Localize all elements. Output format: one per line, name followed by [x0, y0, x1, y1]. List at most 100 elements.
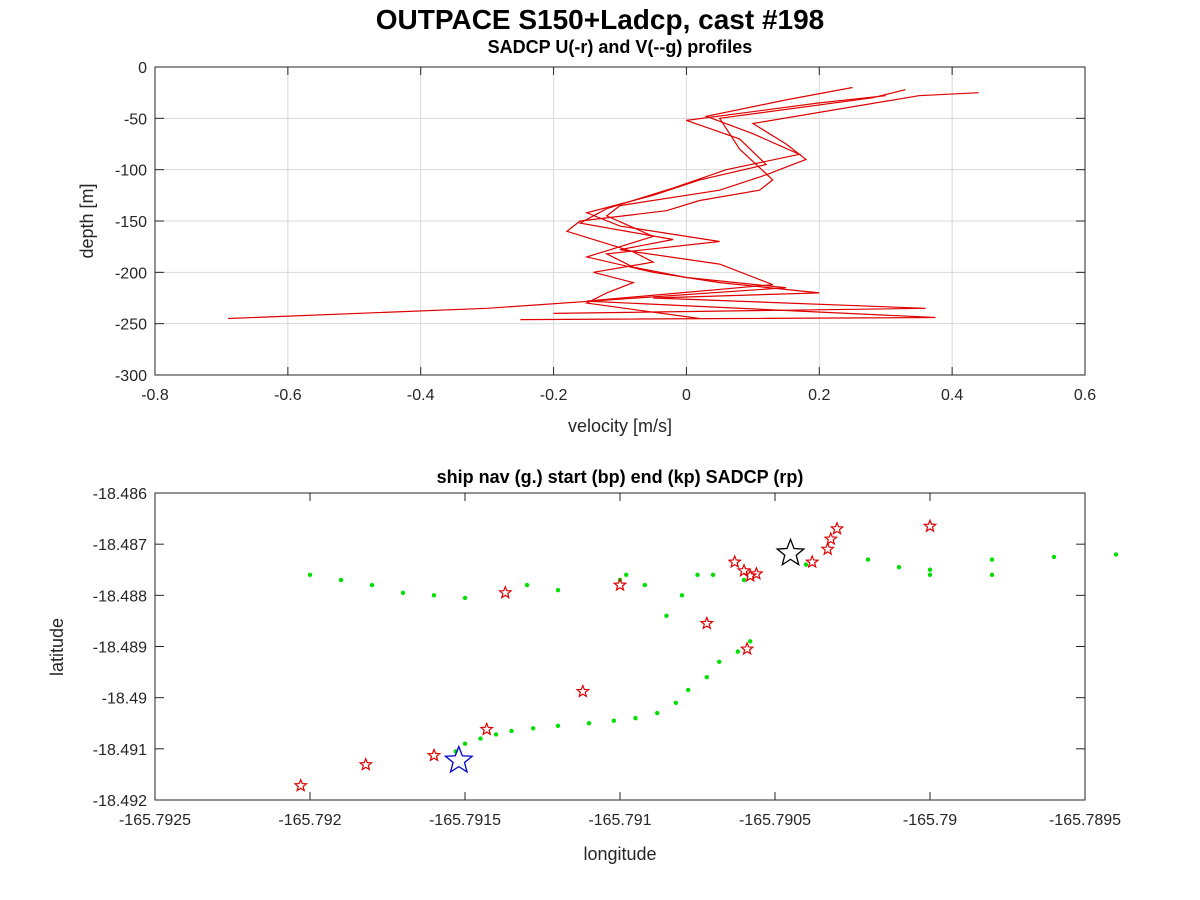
nav-point	[748, 639, 753, 644]
sadcp-star-marker	[699, 615, 715, 630]
nav-point	[741, 577, 747, 583]
nav-point	[431, 593, 437, 598]
nav-point	[307, 572, 313, 578]
plot-2-xtick-label: -165.79	[903, 812, 957, 829]
plot-2-ticks: -165.7925 -165.792 -165.7915 -165.791 -165.7…	[93, 486, 1121, 829]
plot-1-ytick-label: -300	[115, 368, 147, 385]
plot-2-xtick-label: -165.791	[588, 812, 651, 829]
plot-1-ytick-label: -150	[115, 214, 147, 231]
sadcp-star-marker	[736, 563, 752, 577]
nav-point	[865, 557, 871, 562]
plot-2-xtick-label: -165.7915	[429, 812, 501, 829]
nav-point	[462, 595, 468, 601]
plot-2-ytick-label: -18.492	[93, 793, 147, 810]
nav-point	[896, 564, 902, 570]
plot-1-ticks: -0.8 -0.6 -0.4 -0.2 0 0.2 0.4 0.6 0 -50 -100 -150 -2…	[115, 60, 1096, 404]
figure-title: OUTPACE S150+Ladcp, cast #198	[376, 4, 824, 35]
sadcp-star-marker	[727, 554, 742, 569]
sadcp-star-marker	[742, 568, 758, 583]
sadcp-star-marker	[829, 521, 845, 535]
nav-point	[704, 675, 709, 680]
sadcp-star-marker	[479, 721, 494, 736]
plot-1-ytick-label: -100	[115, 163, 147, 180]
sadcp-star-marker	[922, 518, 938, 533]
nav-point	[686, 687, 691, 693]
plot-1-xlabel: velocity [m/s]	[568, 416, 672, 436]
plot-1-ytick-label: -200	[115, 265, 147, 282]
sadcp-star-marker	[293, 778, 308, 792]
nav-point	[493, 732, 499, 737]
sadcp-star-marker	[804, 554, 820, 569]
profile-line-u-0	[565, 89, 906, 320]
sadcp-star-marker	[575, 683, 591, 698]
profile-line-u-1	[553, 92, 979, 314]
plot-1-xtick-label: 0.2	[808, 387, 830, 404]
nav-point	[524, 582, 530, 588]
plot-1-ytick-label: -50	[124, 111, 147, 128]
sadcp-star-marker	[612, 577, 628, 592]
plot-2-ytick-label: -18.49	[102, 691, 147, 708]
plot-2-series	[293, 518, 1119, 792]
plot-2-ytick-label: -18.489	[93, 640, 147, 657]
nav-point	[611, 718, 616, 723]
nav-point	[989, 572, 995, 578]
sadcp-star-marker	[823, 531, 839, 546]
plot-2-xtick-label: -165.792	[278, 812, 341, 829]
nav-point	[338, 577, 344, 583]
plot-2-ytick-label: -18.486	[93, 486, 147, 503]
sadcp-star-marker	[426, 747, 442, 762]
plot-1-ytick-label: -250	[115, 317, 147, 334]
plot-2-ylabel: latitude	[47, 618, 67, 676]
plot-2-title: ship nav (g.) start (bp) end (kp) SADCP …	[437, 467, 804, 487]
nav-point	[717, 659, 722, 665]
nav-point	[1113, 552, 1119, 557]
nav-point	[673, 700, 678, 705]
plot-2-ytick-label: -18.491	[93, 742, 147, 759]
plot-2-xtick-label: -165.7925	[119, 812, 191, 829]
start-star-marker	[443, 744, 474, 774]
plot-1-xtick-label: 0.4	[941, 387, 963, 404]
nav-point	[735, 649, 740, 654]
plot-2-xtick-label: -165.7895	[1049, 812, 1121, 829]
sadcp-star-marker	[739, 641, 755, 656]
nav-point	[803, 562, 809, 567]
nav-point	[927, 572, 933, 578]
nav-point	[927, 567, 933, 572]
nav-point	[1051, 554, 1057, 560]
plot-1-xtick-label: 0	[682, 387, 691, 404]
plot-1-ylabel: depth [m]	[77, 183, 97, 258]
nav-point	[478, 736, 483, 741]
sadcp-star-marker	[498, 585, 513, 599]
nav-point	[679, 593, 685, 598]
sadcp-star-marker	[820, 541, 835, 556]
plot-2-ytick-label: -18.488	[93, 588, 147, 605]
end-star-marker	[775, 537, 806, 567]
plot-1-xtick-label: 0.6	[1074, 387, 1096, 404]
plot-1-xtick-label: -0.6	[274, 387, 302, 404]
nav-point	[555, 588, 561, 593]
nav-point	[509, 728, 514, 734]
nav-point	[655, 710, 660, 716]
plot-1-xtick-label: -0.2	[540, 387, 568, 404]
nav-point	[400, 590, 406, 595]
plot-1-series	[228, 86, 979, 321]
nav-point	[369, 582, 375, 588]
ship-nav-plot: ship nav (g.) start (bp) end (kp) SADCP …	[47, 467, 1121, 864]
sadcp-star-marker	[358, 757, 374, 771]
nav-point	[633, 715, 638, 721]
profile-line-u-2	[228, 95, 886, 320]
sadcp-star-marker	[749, 566, 764, 581]
plot-2-axes-box	[154, 492, 1086, 801]
plot-2-xtick-label: -165.7905	[739, 812, 811, 829]
plot-1-ytick-label: 0	[138, 60, 147, 77]
nav-point	[989, 557, 995, 562]
nav-point	[462, 741, 468, 746]
profile-line-u-3	[520, 86, 936, 321]
nav-point	[586, 721, 592, 726]
plot-1-title: SADCP U(-r) and V(--g) profiles	[488, 37, 753, 57]
plot-1-grid	[154, 66, 1086, 376]
nav-point	[664, 613, 669, 618]
nav-point	[695, 572, 700, 578]
nav-point	[531, 726, 536, 731]
plot-2-xlabel: longitude	[583, 844, 656, 864]
